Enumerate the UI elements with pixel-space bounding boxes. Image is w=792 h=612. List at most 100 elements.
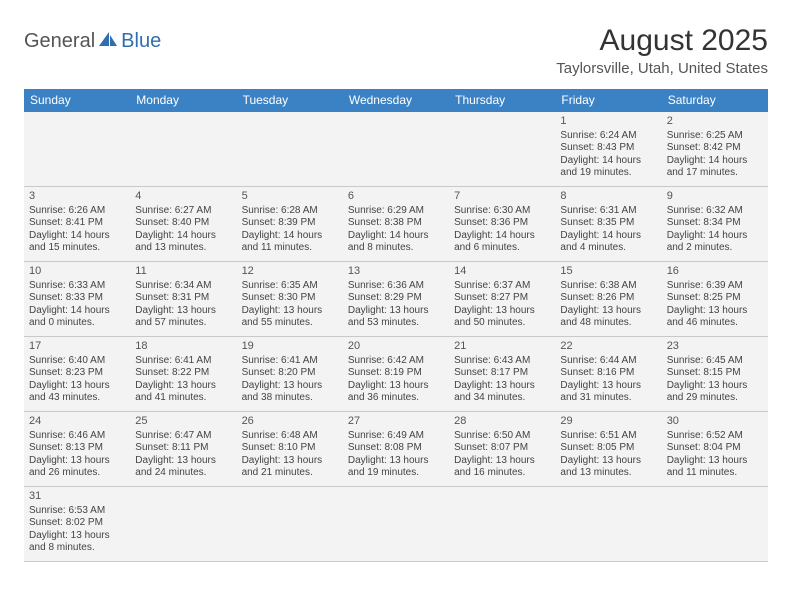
sunrise-text: Sunrise: 6:34 AM xyxy=(135,280,231,293)
daylight-text: Daylight: 13 hours and 36 minutes. xyxy=(348,380,444,405)
sunrise-text: Sunrise: 6:33 AM xyxy=(29,280,125,293)
day-number: 15 xyxy=(560,265,656,279)
day-number: 5 xyxy=(242,190,338,204)
daylight-text: Daylight: 14 hours and 17 minutes. xyxy=(667,155,763,180)
sunrise-text: Sunrise: 6:43 AM xyxy=(454,355,550,368)
daylight-text: Daylight: 13 hours and 13 minutes. xyxy=(560,455,656,480)
calendar-day-cell: 18Sunrise: 6:41 AMSunset: 8:22 PMDayligh… xyxy=(130,337,236,412)
sunset-text: Sunset: 8:43 PM xyxy=(560,142,656,155)
sunrise-text: Sunrise: 6:45 AM xyxy=(667,355,763,368)
daylight-text: Daylight: 14 hours and 0 minutes. xyxy=(29,305,125,330)
calendar-day-cell xyxy=(130,487,236,562)
daylight-text: Daylight: 13 hours and 55 minutes. xyxy=(242,305,338,330)
day-number: 20 xyxy=(348,340,444,354)
day-number: 24 xyxy=(29,415,125,429)
sunrise-text: Sunrise: 6:28 AM xyxy=(242,205,338,218)
daylight-text: Daylight: 13 hours and 34 minutes. xyxy=(454,380,550,405)
calendar-day-cell: 29Sunrise: 6:51 AMSunset: 8:05 PMDayligh… xyxy=(555,412,661,487)
calendar-day-cell xyxy=(237,487,343,562)
day-number: 14 xyxy=(454,265,550,279)
sunrise-text: Sunrise: 6:40 AM xyxy=(29,355,125,368)
calendar-day-cell xyxy=(130,112,236,187)
sunrise-text: Sunrise: 6:48 AM xyxy=(242,430,338,443)
sunrise-text: Sunrise: 6:49 AM xyxy=(348,430,444,443)
calendar-table: SundayMondayTuesdayWednesdayThursdayFrid… xyxy=(24,89,768,562)
sunrise-text: Sunrise: 6:24 AM xyxy=(560,130,656,143)
sunrise-text: Sunrise: 6:38 AM xyxy=(560,280,656,293)
sunrise-text: Sunrise: 6:46 AM xyxy=(29,430,125,443)
weekday-header: Friday xyxy=(555,89,661,112)
sunset-text: Sunset: 8:40 PM xyxy=(135,217,231,230)
day-number: 12 xyxy=(242,265,338,279)
day-number: 9 xyxy=(667,190,763,204)
sunset-text: Sunset: 8:02 PM xyxy=(29,517,125,530)
sunset-text: Sunset: 8:17 PM xyxy=(454,367,550,380)
calendar-week-row: 3Sunrise: 6:26 AMSunset: 8:41 PMDaylight… xyxy=(24,187,768,262)
calendar-day-cell: 26Sunrise: 6:48 AMSunset: 8:10 PMDayligh… xyxy=(237,412,343,487)
daylight-text: Daylight: 14 hours and 6 minutes. xyxy=(454,230,550,255)
day-number: 21 xyxy=(454,340,550,354)
calendar-day-cell: 22Sunrise: 6:44 AMSunset: 8:16 PMDayligh… xyxy=(555,337,661,412)
day-number: 2 xyxy=(667,115,763,129)
sunrise-text: Sunrise: 6:41 AM xyxy=(135,355,231,368)
weekday-header: Saturday xyxy=(662,89,768,112)
daylight-text: Daylight: 13 hours and 43 minutes. xyxy=(29,380,125,405)
calendar-day-cell: 11Sunrise: 6:34 AMSunset: 8:31 PMDayligh… xyxy=(130,262,236,337)
daylight-text: Daylight: 14 hours and 13 minutes. xyxy=(135,230,231,255)
day-number: 18 xyxy=(135,340,231,354)
sunrise-text: Sunrise: 6:25 AM xyxy=(667,130,763,143)
calendar-week-row: 10Sunrise: 6:33 AMSunset: 8:33 PMDayligh… xyxy=(24,262,768,337)
brand-part1: General xyxy=(24,30,95,53)
calendar-day-cell: 19Sunrise: 6:41 AMSunset: 8:20 PMDayligh… xyxy=(237,337,343,412)
calendar-day-cell: 31Sunrise: 6:53 AMSunset: 8:02 PMDayligh… xyxy=(24,487,130,562)
calendar-week-row: 24Sunrise: 6:46 AMSunset: 8:13 PMDayligh… xyxy=(24,412,768,487)
sunrise-text: Sunrise: 6:29 AM xyxy=(348,205,444,218)
sunset-text: Sunset: 8:35 PM xyxy=(560,217,656,230)
sunrise-text: Sunrise: 6:52 AM xyxy=(667,430,763,443)
daylight-text: Daylight: 13 hours and 21 minutes. xyxy=(242,455,338,480)
calendar-day-cell xyxy=(237,112,343,187)
sunset-text: Sunset: 8:07 PM xyxy=(454,442,550,455)
day-number: 10 xyxy=(29,265,125,279)
weekday-header: Wednesday xyxy=(343,89,449,112)
calendar-week-row: 1Sunrise: 6:24 AMSunset: 8:43 PMDaylight… xyxy=(24,112,768,187)
sunrise-text: Sunrise: 6:53 AM xyxy=(29,505,125,518)
daylight-text: Daylight: 14 hours and 8 minutes. xyxy=(348,230,444,255)
day-number: 13 xyxy=(348,265,444,279)
daylight-text: Daylight: 13 hours and 57 minutes. xyxy=(135,305,231,330)
day-number: 3 xyxy=(29,190,125,204)
calendar-day-cell: 6Sunrise: 6:29 AMSunset: 8:38 PMDaylight… xyxy=(343,187,449,262)
daylight-text: Daylight: 13 hours and 19 minutes. xyxy=(348,455,444,480)
sunrise-text: Sunrise: 6:47 AM xyxy=(135,430,231,443)
daylight-text: Daylight: 13 hours and 24 minutes. xyxy=(135,455,231,480)
day-number: 16 xyxy=(667,265,763,279)
calendar-day-cell: 20Sunrise: 6:42 AMSunset: 8:19 PMDayligh… xyxy=(343,337,449,412)
calendar-body: 1Sunrise: 6:24 AMSunset: 8:43 PMDaylight… xyxy=(24,112,768,562)
calendar-header-row: SundayMondayTuesdayWednesdayThursdayFrid… xyxy=(24,89,768,112)
day-number: 30 xyxy=(667,415,763,429)
daylight-text: Daylight: 13 hours and 26 minutes. xyxy=(29,455,125,480)
calendar-day-cell: 27Sunrise: 6:49 AMSunset: 8:08 PMDayligh… xyxy=(343,412,449,487)
calendar-day-cell: 2Sunrise: 6:25 AMSunset: 8:42 PMDaylight… xyxy=(662,112,768,187)
calendar-day-cell: 28Sunrise: 6:50 AMSunset: 8:07 PMDayligh… xyxy=(449,412,555,487)
sunrise-text: Sunrise: 6:30 AM xyxy=(454,205,550,218)
calendar-day-cell xyxy=(662,487,768,562)
calendar-day-cell: 23Sunrise: 6:45 AMSunset: 8:15 PMDayligh… xyxy=(662,337,768,412)
sunset-text: Sunset: 8:29 PM xyxy=(348,292,444,305)
calendar-day-cell: 8Sunrise: 6:31 AMSunset: 8:35 PMDaylight… xyxy=(555,187,661,262)
day-number: 6 xyxy=(348,190,444,204)
sunset-text: Sunset: 8:38 PM xyxy=(348,217,444,230)
location-text: Taylorsville, Utah, United States xyxy=(556,60,768,77)
brand-logo: General Blue xyxy=(24,24,161,53)
calendar-day-cell: 5Sunrise: 6:28 AMSunset: 8:39 PMDaylight… xyxy=(237,187,343,262)
calendar-day-cell: 25Sunrise: 6:47 AMSunset: 8:11 PMDayligh… xyxy=(130,412,236,487)
sunset-text: Sunset: 8:05 PM xyxy=(560,442,656,455)
daylight-text: Daylight: 14 hours and 15 minutes. xyxy=(29,230,125,255)
daylight-text: Daylight: 13 hours and 41 minutes. xyxy=(135,380,231,405)
day-number: 25 xyxy=(135,415,231,429)
calendar-day-cell: 7Sunrise: 6:30 AMSunset: 8:36 PMDaylight… xyxy=(449,187,555,262)
day-number: 8 xyxy=(560,190,656,204)
daylight-text: Daylight: 13 hours and 50 minutes. xyxy=(454,305,550,330)
sunset-text: Sunset: 8:15 PM xyxy=(667,367,763,380)
sunset-text: Sunset: 8:08 PM xyxy=(348,442,444,455)
